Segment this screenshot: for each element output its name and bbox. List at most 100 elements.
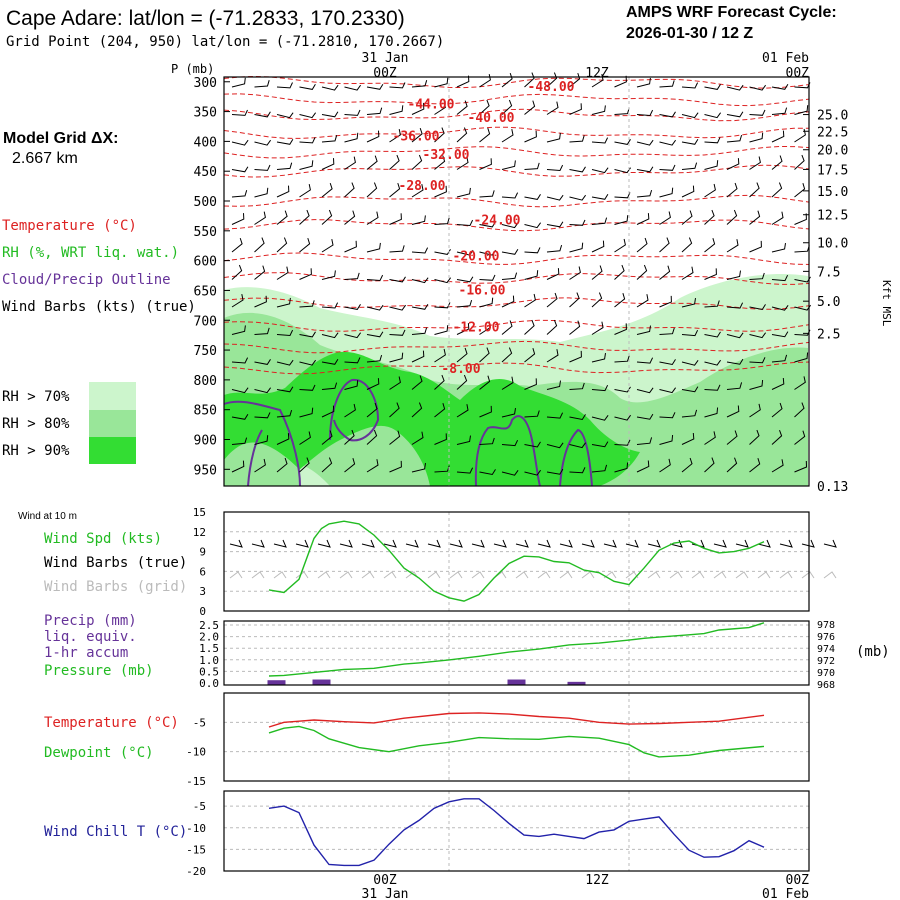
wind-barb — [366, 402, 378, 418]
wind-barb — [456, 435, 471, 445]
wind-barb — [276, 329, 294, 337]
wind-barb — [299, 407, 314, 418]
wind-barb — [614, 215, 629, 225]
wind-barb — [501, 248, 519, 255]
wind-barb — [794, 213, 807, 225]
wind-barb — [771, 243, 786, 253]
temperature-label: Temperature (°C) — [44, 715, 179, 731]
forecast-cycle-value: 2026-01-30 / 12 Z — [626, 25, 753, 42]
wind-barb-grid — [691, 571, 705, 579]
wind-barb — [276, 82, 293, 89]
temperature-contour — [223, 145, 810, 159]
wind-barb — [524, 247, 541, 254]
wind-speed-label: Wind Spd (kts) — [44, 531, 162, 547]
wind-barb — [231, 213, 245, 225]
wind-barb — [591, 193, 609, 200]
wind-barb — [344, 304, 361, 310]
wind-barb — [254, 265, 266, 280]
wind-barb — [569, 414, 586, 421]
wind-barb — [569, 442, 587, 449]
wind-barb — [749, 272, 765, 280]
wind-barb-grid — [647, 571, 661, 579]
temperature-contour — [223, 75, 810, 89]
top-date-01feb: 01 Feb — [762, 51, 809, 66]
wind-barb — [614, 107, 630, 115]
wind-barb — [591, 292, 603, 308]
wind-barb — [681, 138, 699, 145]
wind-barb — [726, 111, 744, 118]
wind-10m-title: Wind at 10 m — [18, 511, 77, 522]
wind-barb — [344, 380, 359, 390]
wind-barb — [299, 84, 316, 90]
wind-barb — [726, 84, 744, 91]
wind-barb — [726, 302, 744, 309]
wind-barb — [726, 182, 738, 198]
cross-section-panel: 300 350 400 450 500 550 600 650 700 750 800 850 900 9… — [194, 72, 893, 495]
wind-barb — [546, 101, 559, 115]
cross-section-grid — [448, 77, 630, 486]
wind-barb — [524, 293, 536, 308]
wind-barb — [704, 300, 720, 308]
wind-frame — [223, 511, 810, 612]
wind-barb-grid — [559, 571, 573, 579]
wind-barb — [254, 80, 270, 88]
wind-barb — [479, 347, 490, 363]
wind-barb — [614, 439, 631, 446]
wind-panel: 0 3 6 9 12 15 — [193, 506, 837, 618]
wind-barb-true — [493, 539, 507, 548]
wind-barb-true — [295, 539, 309, 548]
wind-barb — [344, 210, 356, 225]
wind-barb — [591, 353, 606, 363]
wind-barb — [569, 103, 582, 115]
wind-barb — [726, 239, 739, 253]
wind-barb — [659, 139, 677, 146]
wind-barb — [659, 80, 675, 88]
wind-barb — [231, 460, 245, 473]
pressure-tick-label: 700 — [194, 314, 217, 329]
wind-barb — [276, 359, 294, 366]
pressure-tick-label: 600 — [194, 255, 217, 270]
pressure-line — [268, 622, 765, 677]
top-date-31jan: 31 Jan — [362, 51, 409, 66]
wind-barb — [389, 304, 407, 311]
wind-barb — [344, 182, 355, 198]
temperature-contour-label: -28.00 — [399, 179, 446, 194]
wind-barb — [681, 386, 699, 393]
wind-barb — [479, 375, 491, 390]
wind-tick-label: 0 — [199, 605, 206, 618]
wind-barb-grid — [779, 571, 793, 579]
wind-barb — [344, 332, 362, 339]
temperature-contour — [223, 297, 810, 310]
temperature-contour — [223, 252, 810, 265]
wind-barbs-true-row — [229, 539, 837, 548]
wind-barb-true — [471, 539, 485, 548]
wind-barb — [524, 319, 535, 335]
wind-barb-grid — [757, 571, 771, 579]
wind-barb — [276, 112, 294, 119]
wind-barb — [366, 459, 379, 473]
wind-barb-true — [625, 539, 639, 548]
bottom-time-00z-end: 00Z — [786, 873, 810, 888]
wind-barb — [456, 404, 469, 418]
wind-barb — [636, 77, 651, 88]
dewpoint-label: Dewpoint (°C) — [44, 745, 154, 761]
wind-barb — [411, 80, 428, 88]
wind-barb — [344, 156, 356, 170]
wind-barb — [569, 219, 586, 226]
wind-barb — [704, 238, 716, 253]
wind-barb — [321, 382, 338, 390]
cloud-outline-4 — [474, 415, 541, 487]
wind-chill-panel: -20 -15 -10 -5 — [186, 790, 810, 878]
temperature-frame — [223, 692, 810, 782]
pressure-tick-label: 970 — [817, 668, 835, 679]
height-tick-label: 12.5 — [817, 209, 848, 224]
cloud-outline-1 — [223, 400, 301, 487]
wind-barb — [456, 127, 468, 143]
wind-barb — [524, 410, 540, 418]
wind-barb — [411, 103, 425, 115]
wind-barb — [479, 158, 492, 170]
wind-barb — [569, 467, 586, 474]
wind-barb — [276, 266, 289, 280]
